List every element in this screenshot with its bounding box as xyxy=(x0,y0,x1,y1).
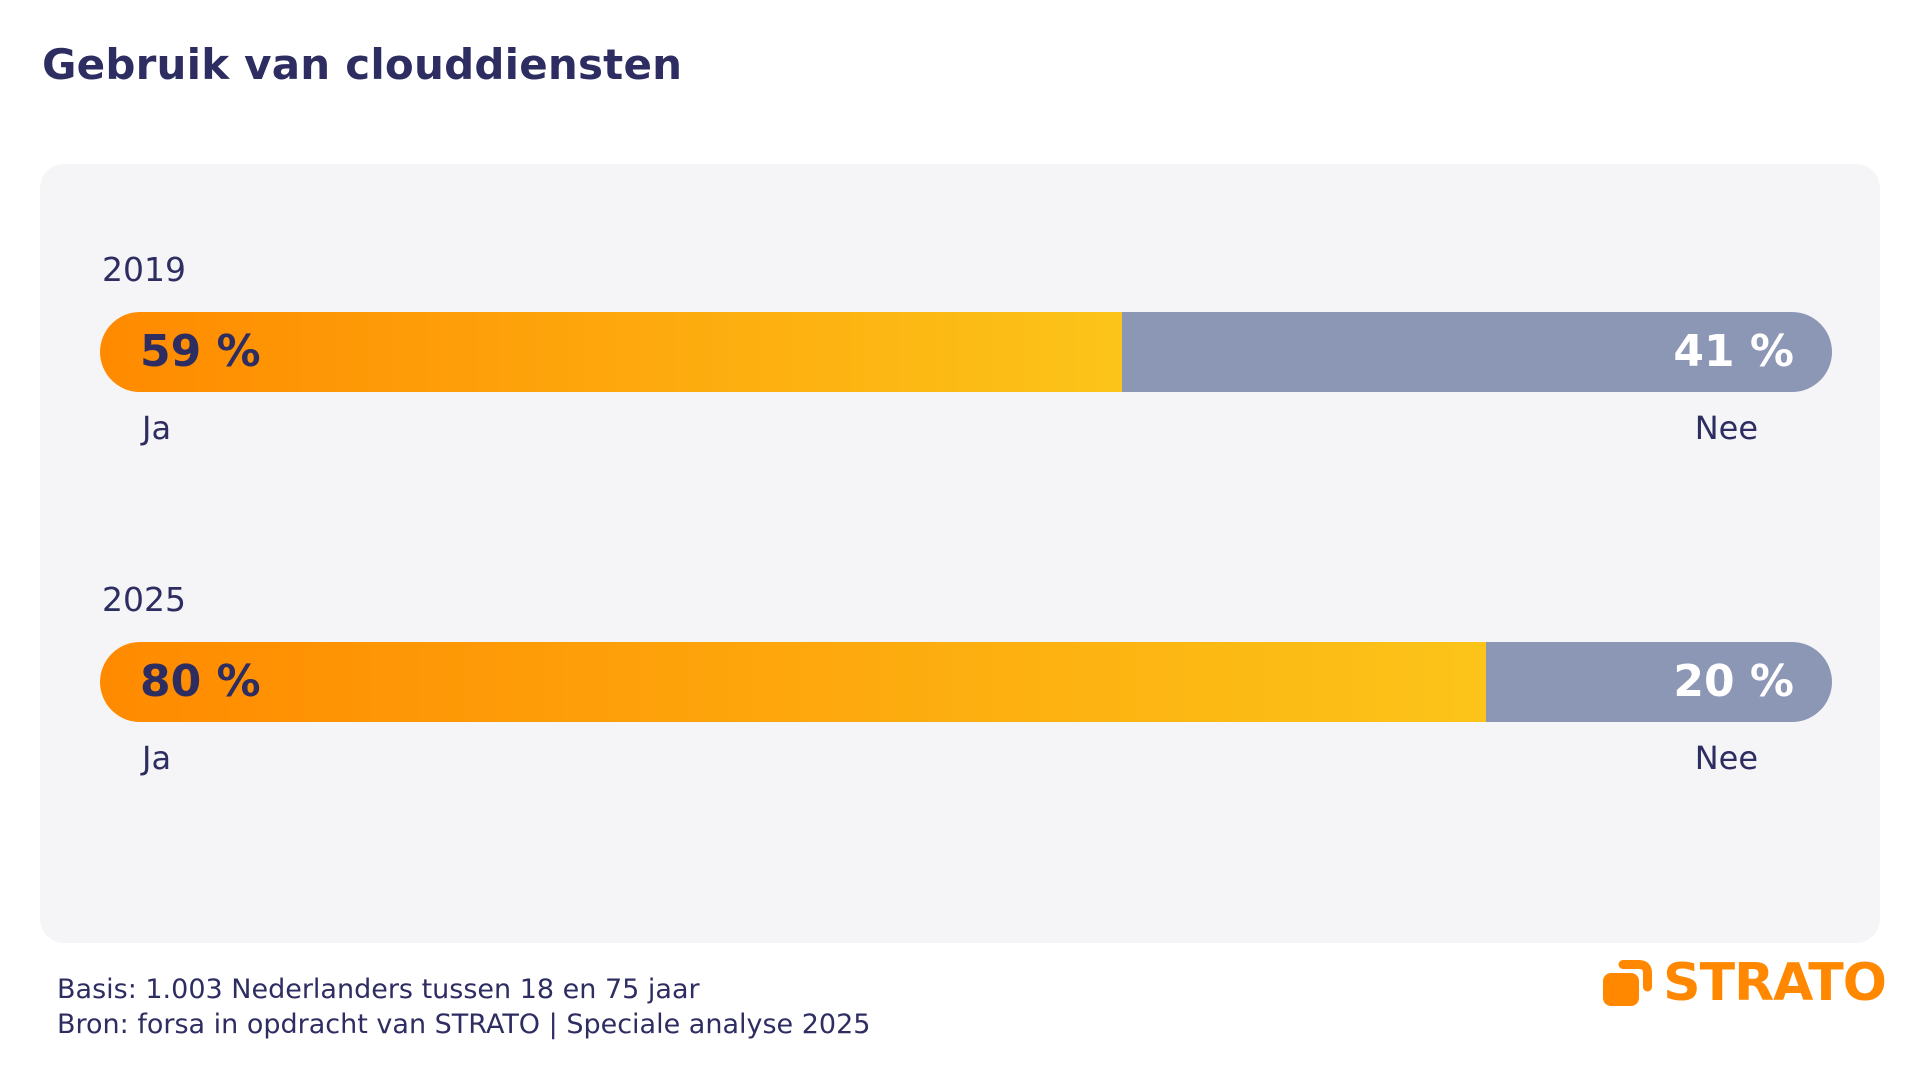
stacked-bar-2025: 80 % 20 % xyxy=(100,642,1832,722)
bar-value-yes-2019: 59 % xyxy=(140,326,261,377)
footer-notes: Basis: 1.003 Nederlanders tussen 18 en 7… xyxy=(57,972,870,1042)
bar-value-no-2025: 20 % xyxy=(1673,656,1794,707)
category-label-yes-2019: Ja xyxy=(142,409,172,447)
page-title: Gebruik van clouddiensten xyxy=(42,40,683,89)
year-label-2019: 2019 xyxy=(102,250,186,289)
footer-source-line: Bron: forsa in opdracht van STRATO | Spe… xyxy=(57,1009,871,1040)
year-label-2025: 2025 xyxy=(102,580,186,619)
category-row-2025: Ja Nee xyxy=(100,738,1832,778)
bar-segment-yes-2019: 59 % xyxy=(100,312,1122,392)
category-label-yes-2025: Ja xyxy=(142,739,172,777)
footer-basis-line: Basis: 1.003 Nederlanders tussen 18 en 7… xyxy=(57,974,700,1005)
bar-value-no-2019: 41 % xyxy=(1673,326,1794,377)
bar-segment-no-2019: 41 % xyxy=(1121,312,1832,392)
strato-logo-icon xyxy=(1603,960,1653,1006)
bar-group-2019: 2019 59 % 41 % Ja Nee xyxy=(100,250,1832,448)
chart-panel: 2019 59 % 41 % Ja Nee 2025 80 % 20 % Ja … xyxy=(40,164,1880,943)
category-label-no-2019: Nee xyxy=(1694,409,1758,447)
bar-segment-yes-2025: 80 % xyxy=(100,642,1486,722)
bar-value-yes-2025: 80 % xyxy=(140,656,261,707)
strato-logo: STRATO xyxy=(1603,953,1887,1013)
category-row-2019: Ja Nee xyxy=(100,408,1832,448)
category-label-no-2025: Nee xyxy=(1694,739,1758,777)
bar-segment-no-2025: 20 % xyxy=(1485,642,1832,722)
stacked-bar-2019: 59 % 41 % xyxy=(100,312,1832,392)
strato-wordmark: STRATO xyxy=(1663,953,1887,1013)
bar-group-2025: 2025 80 % 20 % Ja Nee xyxy=(100,580,1832,778)
